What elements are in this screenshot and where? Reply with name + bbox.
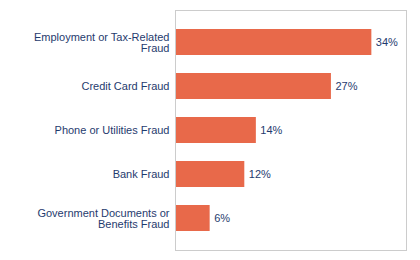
svg-text:34%: 34% bbox=[376, 36, 398, 48]
svg-text:Bank Fraud: Bank Fraud bbox=[113, 168, 170, 180]
svg-text:Government Documents orBenefit: Government Documents orBenefits Fraud bbox=[37, 207, 169, 230]
svg-text:Employment or Tax-RelatedFraud: Employment or Tax-RelatedFraud bbox=[34, 31, 170, 54]
svg-text:14%: 14% bbox=[260, 124, 282, 136]
svg-text:12%: 12% bbox=[249, 168, 271, 180]
svg-text:6%: 6% bbox=[214, 212, 230, 224]
svg-text:Phone or Utilities Fraud: Phone or Utilities Fraud bbox=[55, 124, 170, 136]
svg-text:Credit Card Fraud: Credit Card Fraud bbox=[81, 80, 169, 92]
svg-text:27%: 27% bbox=[335, 80, 357, 92]
